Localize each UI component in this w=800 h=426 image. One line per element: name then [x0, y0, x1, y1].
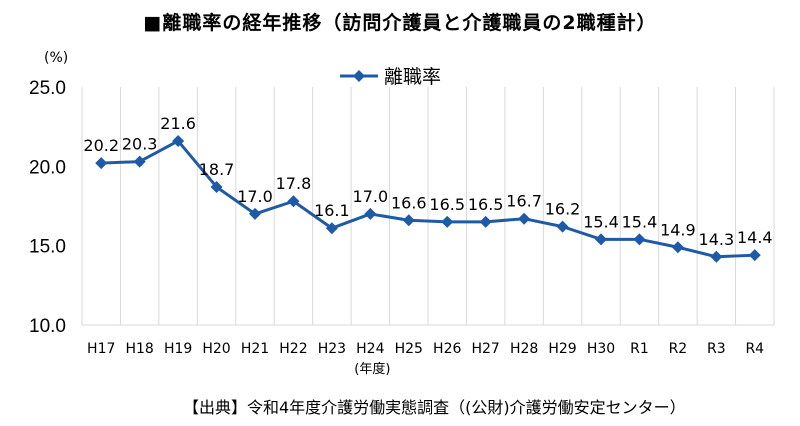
data-label: 18.7: [199, 160, 235, 179]
data-label: 17.0: [237, 187, 273, 206]
x-tick-label: H17: [87, 341, 115, 357]
data-point: [710, 250, 723, 263]
data-point: [210, 180, 223, 193]
x-tick-label: H24: [356, 341, 384, 357]
x-tick-label: R3: [707, 341, 726, 357]
x-tick-label: R1: [630, 341, 649, 357]
x-tick-label: R4: [745, 341, 764, 357]
legend-marker-icon: [340, 69, 378, 82]
y-tick-label: 20.0: [29, 157, 66, 178]
data-label: 16.1: [314, 201, 350, 220]
data-point: [748, 249, 761, 262]
data-point: [633, 233, 646, 246]
y-tick-label: 25.0: [29, 78, 66, 99]
data-label: 16.5: [429, 195, 465, 214]
y-tick-label: 15.0: [29, 237, 66, 258]
x-tick-label: H22: [279, 341, 307, 357]
data-label: 15.4: [583, 212, 619, 231]
x-tick-label: H18: [125, 341, 153, 357]
data-label: 20.2: [83, 136, 119, 155]
x-tick-label: H29: [548, 341, 576, 357]
data-point: [325, 222, 338, 235]
data-label: 14.4: [737, 228, 773, 247]
data-label: 16.5: [468, 195, 504, 214]
data-label: 15.4: [622, 212, 658, 231]
y-axis-unit: (%): [44, 50, 69, 66]
x-tick-label: H25: [395, 341, 423, 357]
x-tick-label: H21: [241, 341, 269, 357]
data-label: 20.3: [122, 135, 158, 154]
legend: 離職率: [340, 62, 441, 89]
x-axis-label: (年度): [354, 361, 390, 377]
data-label: 16.2: [545, 200, 581, 219]
data-point: [133, 155, 146, 168]
x-tick-label: H30: [587, 341, 615, 357]
data-point: [364, 207, 377, 220]
data-point: [595, 233, 607, 246]
chart-title: ■離職率の経年推移（訪問介護員と介護職員の2職種計）: [143, 12, 657, 34]
data-point: [95, 157, 108, 170]
x-tick-label: H28: [510, 341, 538, 357]
x-tick-label: H23: [318, 341, 346, 357]
data-point: [441, 215, 454, 228]
data-point: [172, 134, 185, 147]
data-point: [287, 195, 300, 208]
data-label: 17.8: [276, 174, 312, 193]
data-label: 16.6: [391, 193, 427, 212]
x-tick-label: R2: [669, 341, 688, 357]
data-point: [249, 207, 261, 220]
data-label: 21.6: [160, 114, 196, 133]
legend-label: 離職率: [384, 66, 442, 88]
data-label: 14.3: [699, 230, 735, 249]
data-point: [556, 220, 569, 233]
y-tick-label: 10.0: [29, 316, 66, 337]
data-point: [402, 214, 415, 227]
x-tick-label: H19: [164, 341, 192, 357]
data-point: [671, 241, 684, 254]
source-note: 【出典】令和4年度介護労働実態調査（(公財)介護労働安定センター）: [183, 398, 686, 417]
data-label: 16.7: [506, 192, 542, 211]
x-tick-label: H20: [202, 341, 230, 357]
data-point: [479, 215, 492, 228]
data-point: [518, 212, 531, 225]
x-tick-label: H26: [433, 341, 461, 357]
data-label: 17.0: [353, 187, 389, 206]
data-label: 14.9: [660, 220, 696, 239]
x-tick-label: H27: [471, 341, 499, 357]
series-line: [101, 139, 755, 259]
